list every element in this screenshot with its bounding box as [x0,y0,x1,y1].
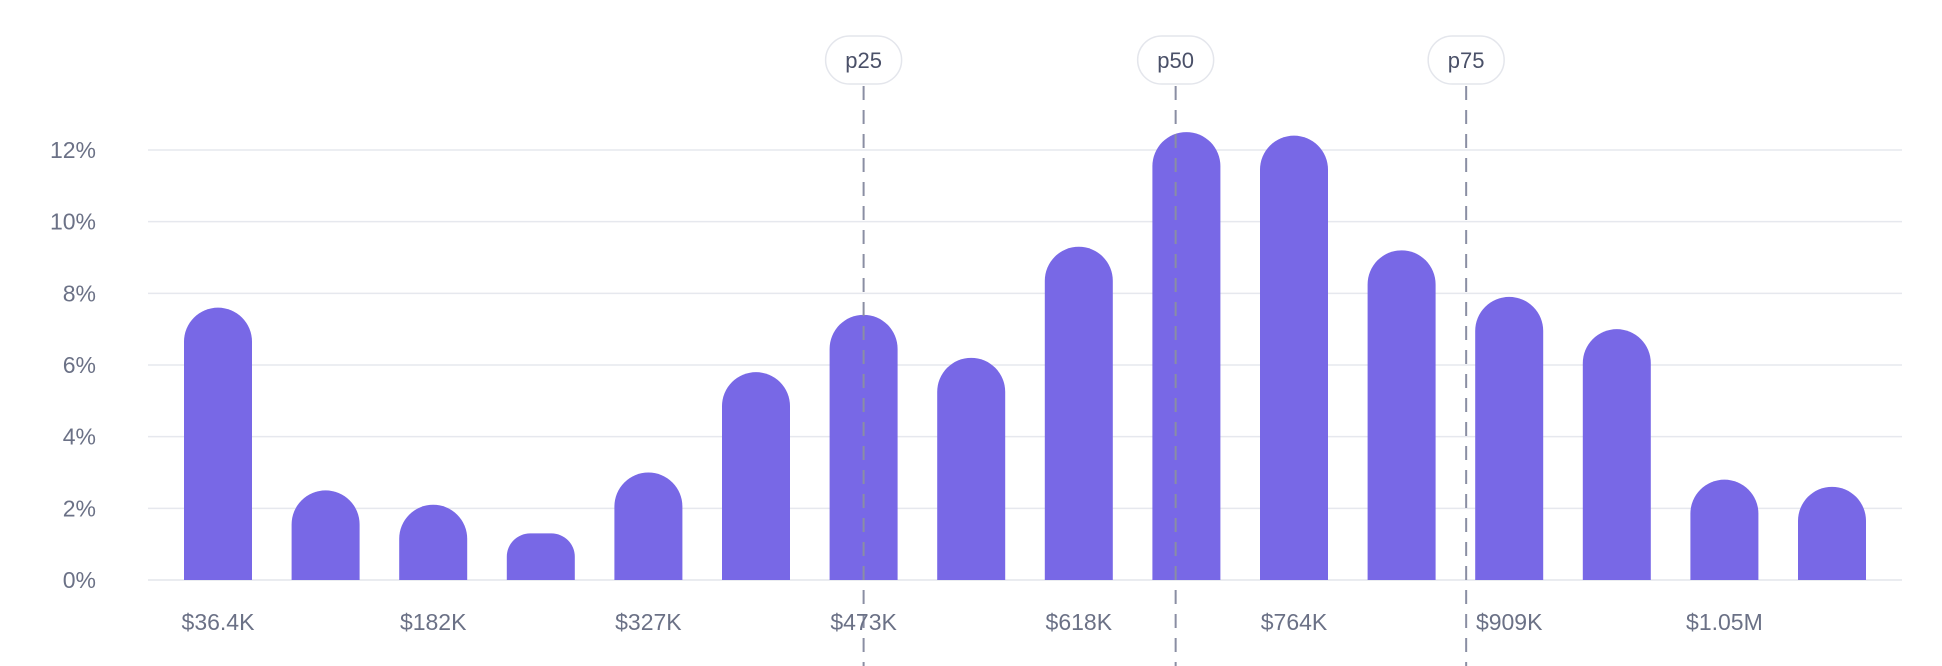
histogram-bar[interactable] [1582,329,1651,580]
histogram-bar[interactable] [399,504,468,580]
x-tick-label: $327K [615,609,682,635]
histogram-bar[interactable] [614,472,683,581]
x-tick-label: $909K [1476,609,1543,635]
histogram-bar[interactable] [1260,135,1328,580]
bars-layer [184,132,1866,581]
x-tick-label: $473K [830,609,897,635]
y-tick-label: 4% [63,424,96,450]
histogram-bar[interactable] [291,490,360,580]
percentile-label-p50: p50 [1157,48,1194,73]
x-tick-label: $618K [1046,609,1113,635]
histogram-bar[interactable] [1798,486,1866,580]
histogram-bar[interactable] [506,533,575,580]
x-tick-label: $36.4K [182,609,256,635]
histogram-bar[interactable] [1367,250,1436,581]
histogram-bar[interactable] [1475,296,1544,580]
y-tick-label: 8% [63,280,96,306]
histogram-bar[interactable] [1690,479,1759,580]
histogram-bar[interactable] [937,357,1006,580]
percentile-marker-layer: p25 p50 p75 [824,35,1505,666]
percentile-badge-p50 [1136,35,1215,85]
percentile-label-p75: p75 [1448,48,1485,73]
percentile-badge-p25 [824,35,903,85]
histogram-bar[interactable] [722,372,790,580]
x-tick-label: $764K [1261,609,1328,635]
histogram-bar[interactable] [1044,246,1113,580]
percentile-badge-p75 [1427,35,1505,85]
y-tick-label: 6% [63,352,96,378]
histogram-bar[interactable] [1152,132,1221,581]
y-tick-label: 0% [63,567,96,593]
percentile-label-p25: p25 [845,48,882,73]
x-tick-label: $182K [400,609,467,635]
histogram-bar[interactable] [184,307,252,580]
x-tick-label: $1.05M [1686,609,1763,635]
x-axis: $36.4K $182K $327K $473K $618K $764K $909K $1.0… [182,609,1763,635]
y-axis: 0% 2% 4% 6% 8% 10% 12% [50,137,96,593]
y-tick-label: 12% [50,137,96,163]
y-tick-label: 10% [50,209,96,235]
y-tick-label: 2% [63,495,96,521]
